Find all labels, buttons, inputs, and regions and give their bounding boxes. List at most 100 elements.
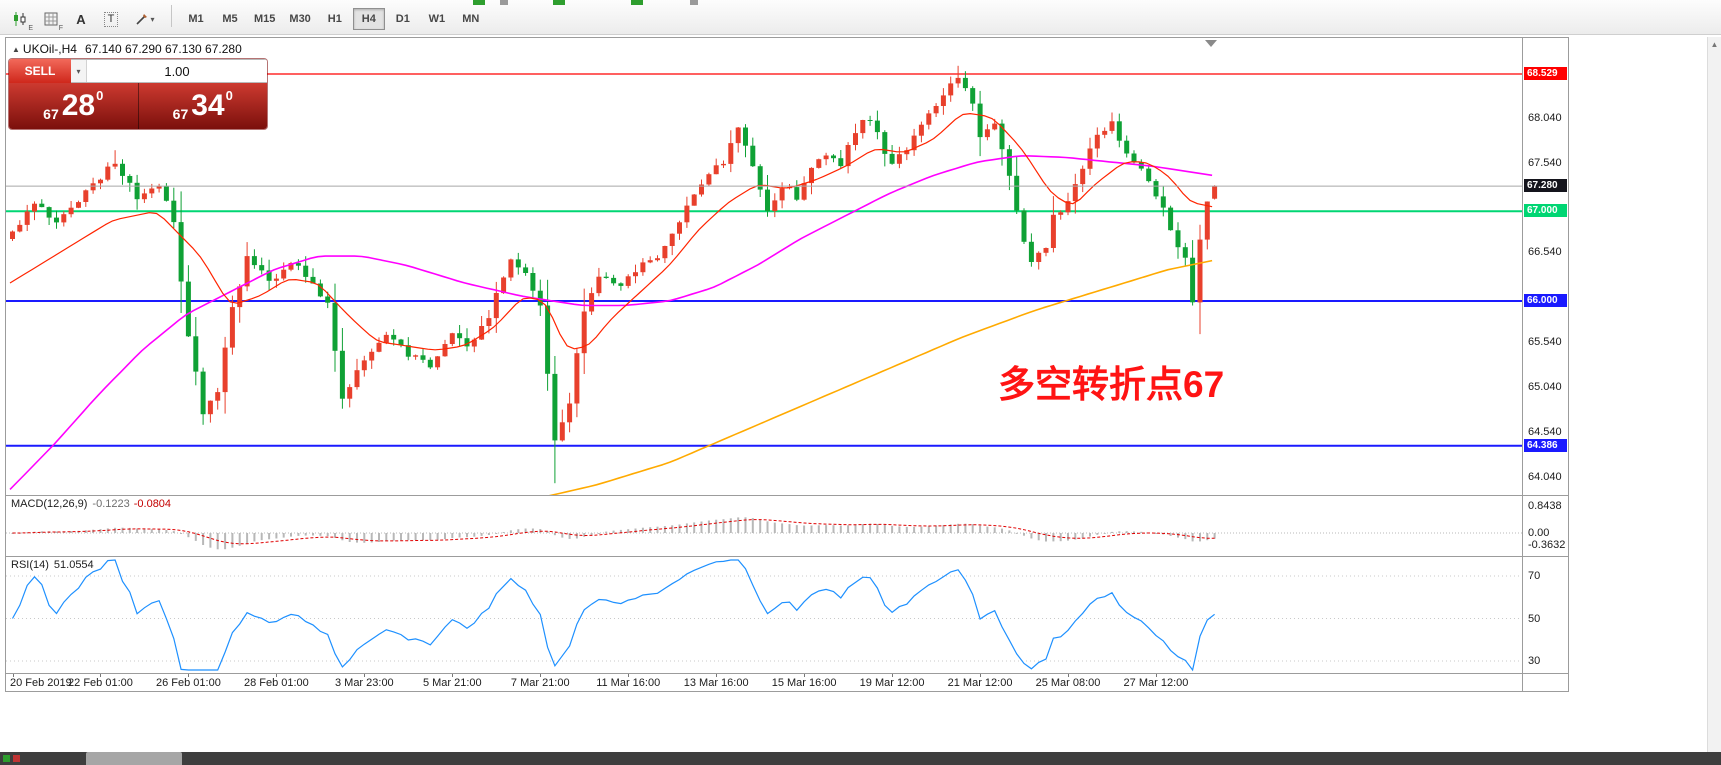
tf-button-m15[interactable]: M15 [254, 13, 276, 25]
grid-icon[interactable]: F [37, 6, 65, 32]
buy-price-display[interactable]: 67 34 0 [139, 83, 268, 129]
vertical-scrollbar[interactable]: ▲ [1707, 37, 1721, 765]
time-axis-label: 21 Mar 12:00 [947, 677, 1013, 689]
sell-price-sup: 0 [96, 88, 104, 103]
chart-window: 68.040 67.540 66.540 65.540 65.040 64.540 64.0… [5, 37, 1569, 692]
price-level-tag: 64.386 [1524, 438, 1567, 452]
tf-button-d1[interactable]: D1 [395, 13, 410, 25]
ohlc-values: 67.140 67.290 67.130 67.280 [84, 42, 242, 56]
time-axis-label: 28 Feb 01:00 [243, 677, 309, 689]
time-axis-tick [892, 674, 894, 677]
chart-shift-marker [1205, 40, 1217, 47]
timeframe-group: M1 M5 M15 M30 H1 H4 D1 W1 MN [179, 6, 488, 32]
macd-signal-line [12, 519, 1215, 545]
panel-separator [6, 673, 1568, 674]
candles [10, 65, 1218, 484]
time-axis-label: 15 Mar 16:00 [771, 677, 837, 689]
trade-panel-collapse-icon[interactable]: ▲ [12, 45, 20, 54]
chart-tab[interactable] [86, 752, 182, 765]
rsi-indicator-label: RSI(14) 51.0554 [11, 559, 94, 571]
volume-input[interactable] [87, 60, 267, 82]
tf-button-m30[interactable]: M30 [289, 13, 311, 25]
time-axis-tick [980, 674, 982, 677]
time-axis-label: 26 Feb 01:00 [155, 677, 221, 689]
buy-price-sup: 0 [225, 88, 233, 103]
rsi-axis-label: 50 [1528, 612, 1541, 625]
panel-separator[interactable] [6, 495, 1568, 496]
time-axis-tick [1155, 674, 1157, 677]
top-toolbar: E F A T ▾ M1 M5 M15 M30 H1 H4 D1 W1 MN [0, 0, 1721, 35]
ma-fast-line [9, 113, 1213, 351]
chart-annotation: 多空转折点67 [998, 364, 1225, 405]
objects-tool-group: E F A T ▾ [6, 6, 164, 32]
price-axis-label: 68.040 [1528, 111, 1562, 124]
time-axis-tick [364, 674, 366, 677]
rsi-panel-canvas[interactable] [6, 557, 1522, 673]
cropped-toolbar-icon [690, 0, 698, 5]
time-axis-label: 5 Mar 21:00 [422, 677, 482, 689]
sell-price-display[interactable]: 67 28 0 [9, 83, 139, 129]
price-axis-label: 64.540 [1528, 425, 1562, 438]
time-axis-tick [100, 674, 102, 677]
macd-axis-label: -0.3632 [1528, 538, 1566, 551]
price-chart-canvas[interactable] [6, 38, 1522, 495]
price-axis-label: 67.540 [1528, 156, 1562, 169]
grid-glyph-icon [44, 12, 58, 26]
scroll-up-icon[interactable]: ▲ [1710, 39, 1719, 49]
time-axis-tick [276, 674, 278, 677]
indicators-candles-icon[interactable]: E [7, 6, 35, 32]
pencil-icon [136, 13, 148, 25]
time-axis-label: 13 Mar 16:00 [683, 677, 749, 689]
time-axis-label: 20 Feb 2019 [10, 677, 72, 689]
time-axis-tick [628, 674, 630, 677]
mini-candles-icon [14, 12, 26, 26]
price-axis-label: 66.540 [1528, 246, 1562, 259]
quote-line: ▲ UKOil-,H4 67.140 67.290 67.130 67.280 [12, 42, 242, 56]
time-axis-label: 25 Mar 08:00 [1035, 677, 1101, 689]
time-axis-tick [716, 674, 718, 677]
cropped-tab-icon [13, 755, 20, 762]
price-axis-label: 65.540 [1528, 336, 1562, 349]
rsi-axis-label: 30 [1528, 655, 1541, 667]
text-frame-tool-icon[interactable]: T [97, 6, 125, 32]
time-axis-tick [804, 674, 806, 677]
time-axis-tick [188, 674, 190, 677]
price-axis-label: 65.040 [1528, 381, 1562, 394]
tf-button-w1[interactable]: W1 [428, 13, 446, 25]
cropped-toolbar-icon [553, 0, 565, 5]
price-axis-label: 64.040 [1528, 470, 1562, 483]
macd-axis-label: 0.00 [1528, 527, 1550, 539]
macd-signal-value: -0.0804 [133, 498, 172, 510]
time-axis-label: 3 Mar 23:00 [334, 677, 394, 689]
sell-button[interactable]: SELL [9, 59, 71, 83]
tf-button-h4[interactable]: H4 [352, 8, 385, 30]
chevron-down-icon: ▾ [150, 14, 155, 24]
tf-button-m1[interactable]: M1 [188, 13, 204, 25]
time-axis-label: 27 Mar 12:00 [1123, 677, 1189, 689]
ma-mid-line [9, 155, 1213, 490]
macd-indicator-label: MACD(12,26,9) -0.1223 -0.0804 [11, 498, 171, 510]
tf-button-h1[interactable]: H1 [327, 13, 342, 25]
macd-main-value: -0.1223 [92, 498, 130, 510]
macd-name: MACD(12,26,9) [11, 498, 88, 510]
sell-price-small: 67 [43, 106, 59, 122]
price-axis[interactable]: 68.040 67.540 66.540 65.540 65.040 64.540 64.0… [1523, 38, 1568, 691]
tf-button-m5[interactable]: M5 [222, 13, 238, 25]
time-axis-label: 22 Feb 01:00 [68, 677, 133, 689]
rsi-value: 51.0554 [53, 559, 94, 571]
price-axis-divider [1522, 38, 1523, 691]
symbol-label: UKOil-,H4 [22, 42, 77, 56]
sell-price-big: 28 [61, 89, 96, 122]
text-label-tool-icon[interactable]: A [76, 11, 86, 27]
panel-separator[interactable] [6, 556, 1568, 557]
time-axis-label: 19 Mar 12:00 [859, 677, 925, 689]
buy-price-big: 34 [191, 89, 225, 122]
volume-dropdown-icon[interactable]: ▾ [71, 60, 87, 82]
time-axis-label: 7 Mar 21:00 [510, 677, 570, 689]
draw-tool-dropdown[interactable]: ▾ [127, 6, 163, 32]
tf-button-mn[interactable]: MN [462, 13, 480, 25]
macd-panel-canvas[interactable] [6, 496, 1522, 556]
time-axis-label: 11 Mar 16:00 [596, 677, 661, 689]
time-axis[interactable]: 20 Feb 2019 22 Feb 01:00 26 Feb 01:00 28 Fe… [6, 674, 1522, 691]
